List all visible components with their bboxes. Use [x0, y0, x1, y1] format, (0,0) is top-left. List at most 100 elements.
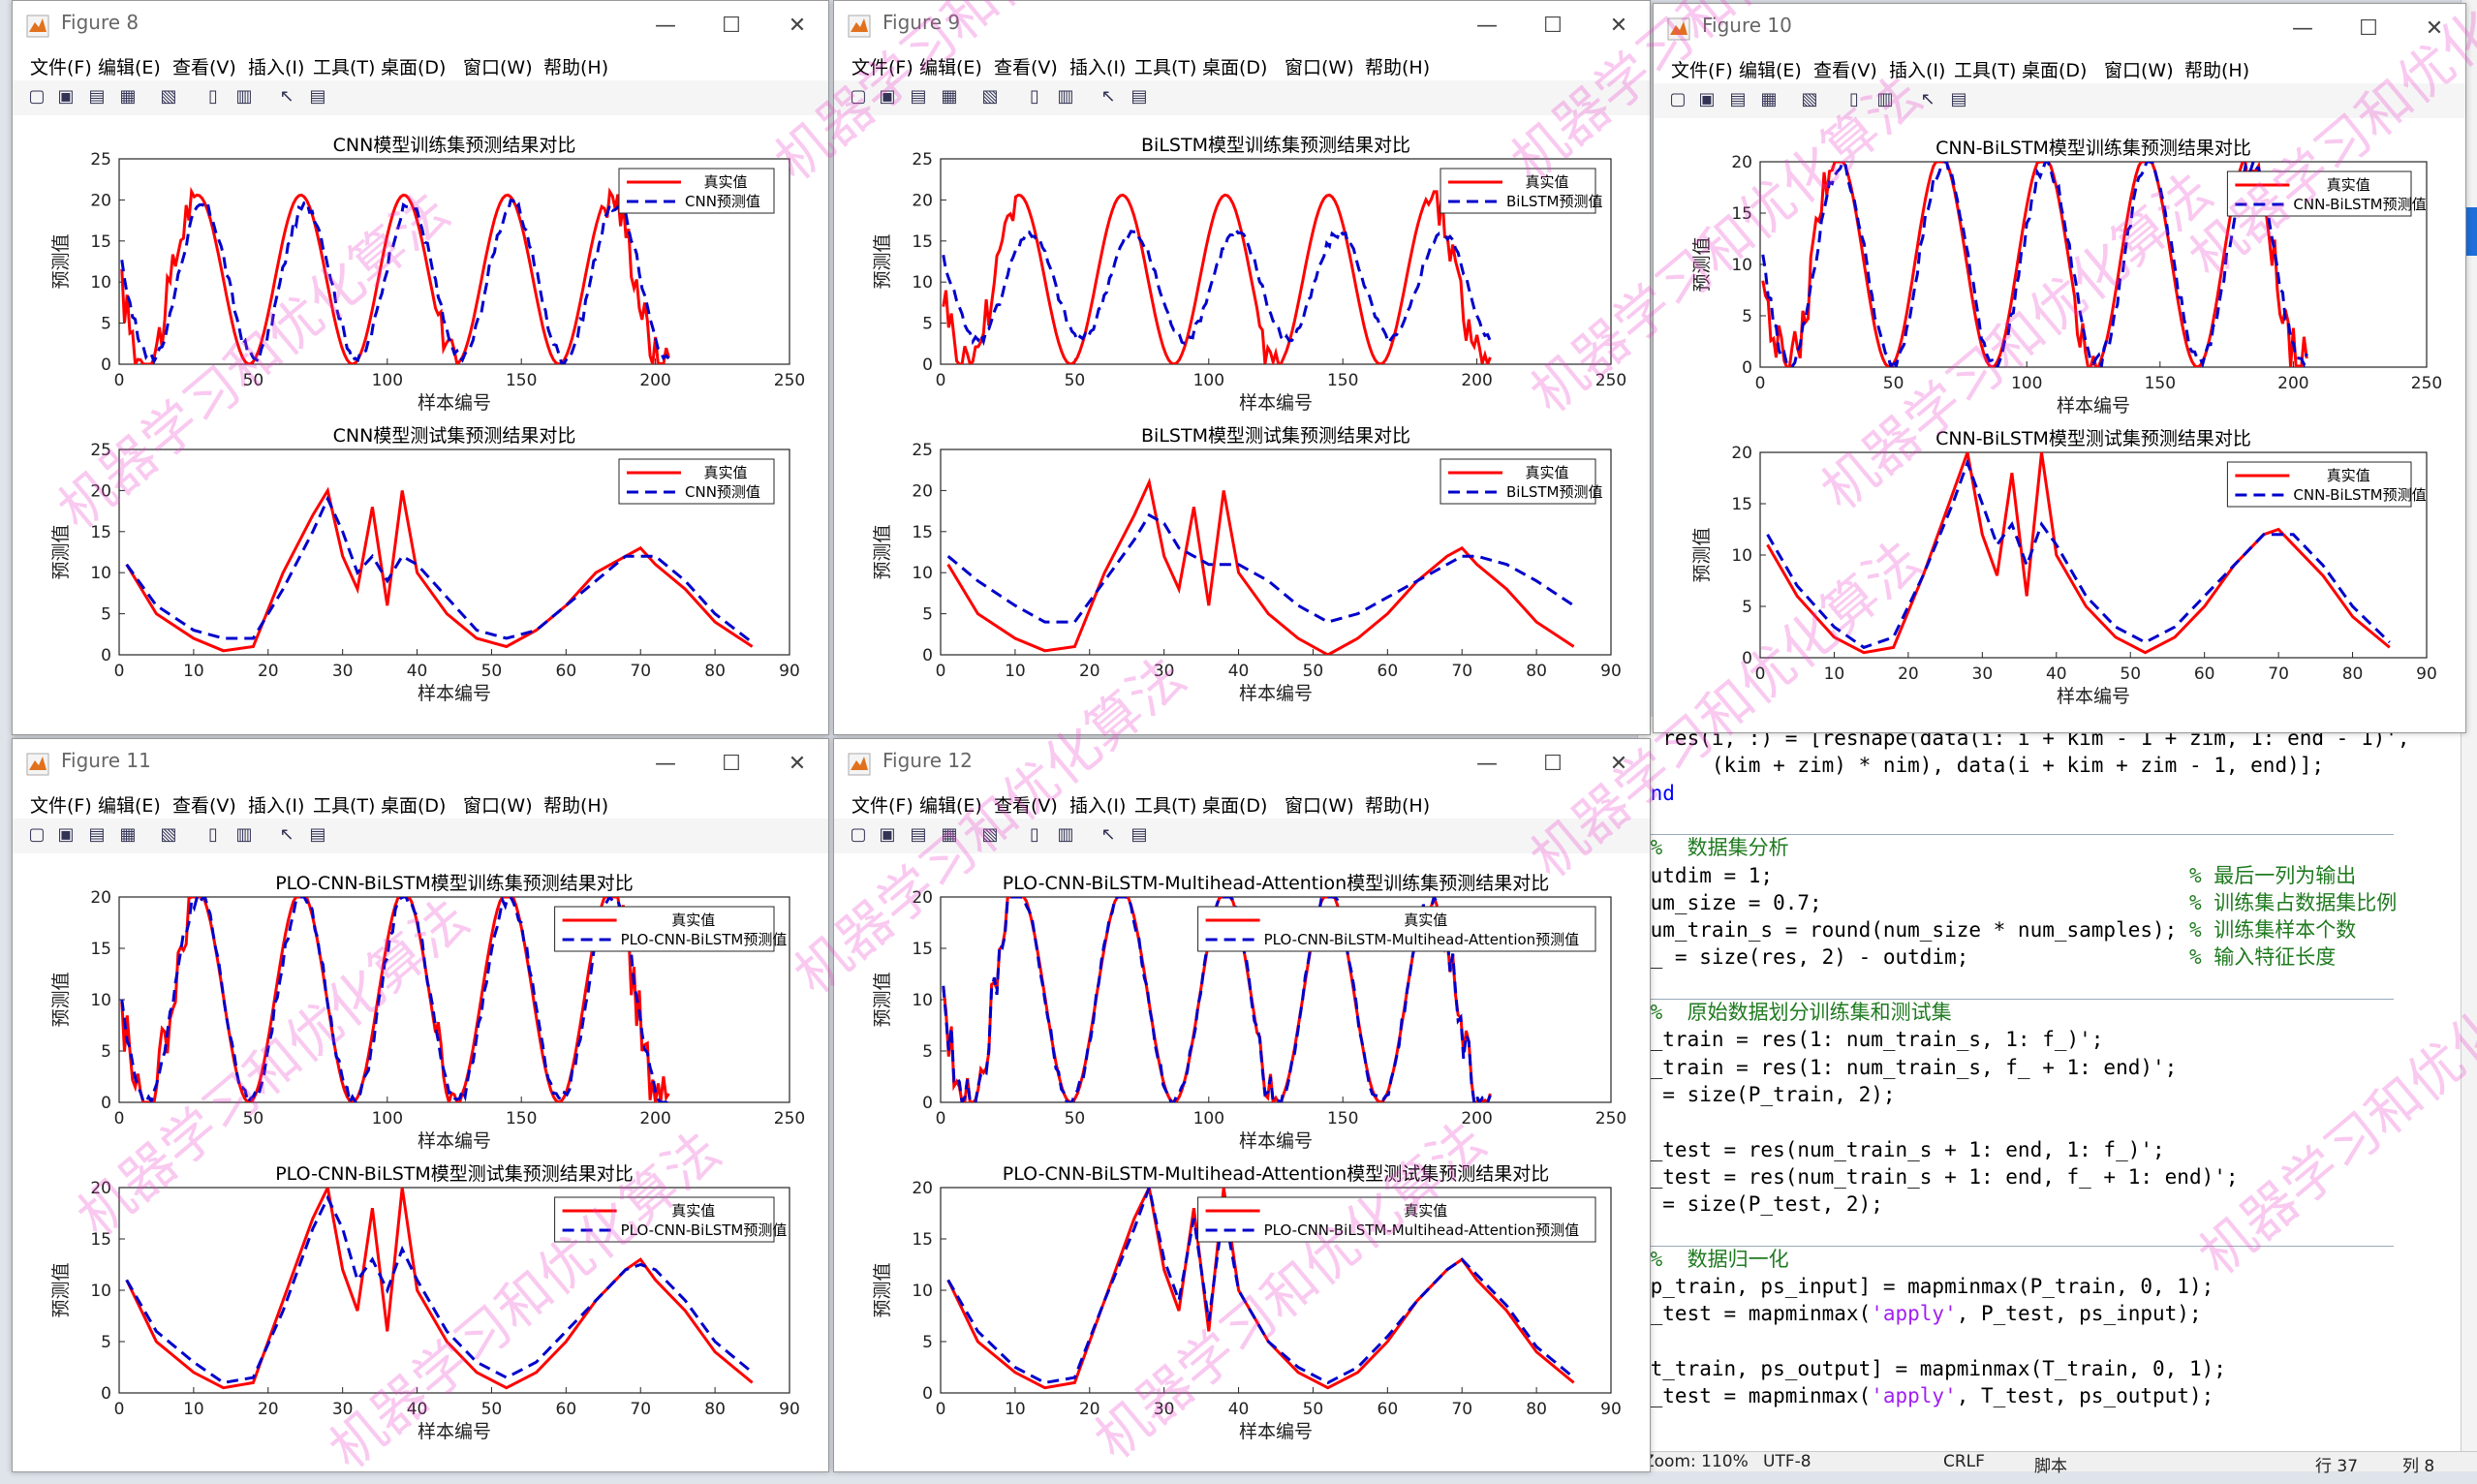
menu-item[interactable]: 文件(F) — [851, 57, 913, 78]
print-icon[interactable]: ▦ — [941, 824, 958, 845]
colorbar-icon[interactable]: ▯ — [208, 824, 218, 845]
print-preview-icon[interactable]: ▧ — [1801, 89, 1818, 109]
menu-item[interactable]: 窗口(W) — [463, 795, 533, 817]
new-file-icon[interactable]: ▢ — [850, 824, 867, 845]
minimize-icon[interactable]: — — [655, 14, 676, 38]
menu-item[interactable]: 桌面(D) — [381, 57, 447, 78]
test-axes[interactable]: PLO-CNN-BiLSTM-Multihead-Attention模型测试集预… — [872, 1163, 1622, 1442]
menu-item[interactable]: 查看(V) — [172, 57, 236, 78]
maximize-icon[interactable]: ☐ — [1543, 14, 1563, 38]
window-titlebar[interactable]: Figure 8 — ☐ ✕ — [13, 1, 828, 51]
legend[interactable]: 真实值 CNN-BiLSTM预测值 — [2226, 461, 2427, 508]
code-line[interactable]: T_test = res(num_train_s + 1: end, f_ + … — [1638, 1164, 2239, 1189]
menu-item[interactable]: 桌面(D) — [2022, 60, 2088, 81]
figure-canvas[interactable]: PLO-CNN-BiLSTM-Multihead-Attention模型训练集预… — [834, 853, 1650, 1471]
save-icon[interactable]: ▤ — [88, 824, 106, 845]
code-line[interactable]: (kim + zim) * nim), data(i + kim + zim -… — [1638, 754, 2325, 778]
figure-canvas[interactable]: CNN-BiLSTM模型训练集预测结果对比 0 50 100 150 200 250 0 5 10… — [1654, 118, 2465, 732]
menu-item[interactable]: 插入(I) — [248, 57, 305, 78]
code-line[interactable]: N = size(P_test, 2); — [1638, 1192, 1883, 1217]
colorbar-icon[interactable]: ▯ — [208, 86, 218, 107]
train-axes[interactable]: CNN-BiLSTM模型训练集预测结果对比 0 50 100 150 200 250 0 5 10… — [1691, 138, 2442, 417]
legend-icon[interactable]: ▥ — [235, 824, 253, 845]
legend-icon[interactable]: ▥ — [1057, 86, 1074, 107]
menu-item[interactable]: 帮助(H) — [1365, 795, 1431, 817]
legend[interactable]: 真实值 CNN预测值 — [618, 458, 775, 505]
window-titlebar[interactable]: Figure 9 — ☐ ✕ — [834, 1, 1650, 51]
menu-item[interactable]: 查看(V) — [994, 795, 1058, 817]
menu-item[interactable]: 编辑(E) — [919, 57, 982, 78]
menu-item[interactable]: 工具(T) — [313, 795, 376, 817]
menu-item[interactable]: 插入(I) — [1069, 57, 1127, 78]
minimize-icon[interactable]: — — [2292, 16, 2313, 41]
print-preview-icon[interactable]: ▧ — [981, 86, 999, 107]
menu-item[interactable]: 编辑(E) — [98, 57, 161, 78]
select-arrow-icon[interactable]: ↖ — [279, 824, 294, 845]
print-icon[interactable]: ▦ — [941, 86, 958, 107]
code-line[interactable]: p_test = mapminmax('apply', P_test, ps_i… — [1638, 1302, 2202, 1326]
figure-window-10[interactable]: Figure 10 — ☐ ✕ 文件(F) 编辑(E) 查看(V) 插入(I) 工具(T… — [1653, 3, 2466, 733]
menu-item[interactable]: 文件(F) — [30, 57, 92, 78]
figure-canvas[interactable]: PLO-CNN-BiLSTM模型训练集预测结果对比 0 50 100 150 200 250… — [13, 853, 828, 1471]
menu-item[interactable]: 窗口(W) — [463, 57, 533, 78]
code-line[interactable]: M = size(P_train, 2); — [1638, 1082, 1896, 1106]
figure-window-9[interactable]: Figure 9 — ☐ ✕ 文件(F) 编辑(E) 查看(V) 插入(I) 工具(T)… — [833, 0, 1651, 735]
open-file-icon[interactable]: ▣ — [879, 86, 896, 107]
select-arrow-icon[interactable]: ↖ — [1100, 824, 1116, 845]
menu-item[interactable]: 帮助(H) — [543, 57, 609, 78]
menu-item[interactable]: 查看(V) — [172, 795, 236, 817]
print-icon[interactable]: ▦ — [1760, 89, 1778, 109]
test-axes[interactable]: CNN模型测试集预测结果对比 0 10 20 30 40 50 60 70 80 90 0 5 10 15 2… — [50, 425, 800, 704]
code-line[interactable]: %% 原始数据划分训练集和测试集 — [1638, 1001, 1952, 1024]
save-icon[interactable]: ▤ — [88, 86, 106, 107]
colorbar-icon[interactable]: ▯ — [1849, 89, 1859, 109]
menu-item[interactable]: 插入(I) — [1069, 795, 1127, 817]
figure-canvas[interactable]: BiLSTM模型训练集预测结果对比 0 50 100 150 200 250 0 5 10 15 20… — [834, 115, 1650, 734]
select-arrow-icon[interactable]: ↖ — [1920, 89, 1935, 109]
print-preview-icon[interactable]: ▧ — [160, 86, 177, 107]
menu-item[interactable]: 编辑(E) — [98, 795, 161, 817]
figure-canvas[interactable]: CNN模型训练集预测结果对比 0 50 100 150 200 250 0 5 10 15 20 25 样… — [13, 115, 828, 734]
property-editor-icon[interactable]: ▤ — [309, 86, 326, 107]
menu-item[interactable]: 工具(T) — [1954, 60, 2017, 81]
train-axes[interactable]: PLO-CNN-BiLSTM-Multihead-Attention模型训练集预… — [872, 873, 1626, 1152]
property-editor-icon[interactable]: ▤ — [1950, 89, 1967, 109]
window-titlebar[interactable]: Figure 11 — ☐ ✕ — [13, 739, 828, 789]
new-file-icon[interactable]: ▢ — [1669, 89, 1687, 109]
maximize-icon[interactable]: ☐ — [722, 14, 741, 38]
code-line[interactable]: [t_train, ps_output] = mapminmax(T_train… — [1638, 1356, 2226, 1380]
maximize-icon[interactable]: ☐ — [2359, 16, 2378, 41]
minimize-icon[interactable]: — — [655, 752, 676, 776]
menu-item[interactable]: 桌面(D) — [1202, 795, 1268, 817]
print-preview-icon[interactable]: ▧ — [160, 824, 177, 845]
code-editor[interactable]: res(i, :) = [reshape(data(i: i + kim - 1… — [1637, 717, 2477, 1470]
maximize-icon[interactable]: ☐ — [1543, 752, 1563, 776]
property-editor-icon[interactable]: ▤ — [309, 824, 326, 845]
menu-item[interactable]: 工具(T) — [1134, 57, 1197, 78]
legend[interactable]: 真实值 BiLSTM预测值 — [1440, 458, 1602, 505]
menu-item[interactable]: 查看(V) — [994, 57, 1058, 78]
figure-plots[interactable]: PLO-CNN-BiLSTM-Multihead-Attention模型训练集预… — [834, 853, 1650, 1471]
maximize-icon[interactable]: ☐ — [722, 752, 741, 776]
property-editor-icon[interactable]: ▤ — [1130, 86, 1148, 107]
menu-item[interactable]: 编辑(E) — [1739, 60, 1802, 81]
print-preview-icon[interactable]: ▧ — [981, 824, 999, 845]
new-file-icon[interactable]: ▢ — [28, 824, 46, 845]
colorbar-icon[interactable]: ▯ — [1030, 824, 1039, 845]
menu-item[interactable]: 文件(F) — [851, 795, 913, 817]
code-line[interactable]: [p_train, ps_input] = mapminmax(P_train,… — [1638, 1275, 2214, 1298]
colorbar-icon[interactable]: ▯ — [1030, 86, 1039, 107]
code-line[interactable]: f_ = size(res, 2) - outdim; % 输入特征长度 — [1638, 945, 2337, 970]
legend[interactable]: 真实值 CNN预测值 — [618, 168, 775, 214]
menu-item[interactable]: 桌面(D) — [381, 795, 447, 817]
new-file-icon[interactable]: ▢ — [28, 86, 46, 107]
menu-item[interactable]: 文件(F) — [30, 795, 92, 817]
select-arrow-icon[interactable]: ↖ — [279, 86, 294, 107]
menu-item[interactable]: 工具(T) — [313, 57, 376, 78]
